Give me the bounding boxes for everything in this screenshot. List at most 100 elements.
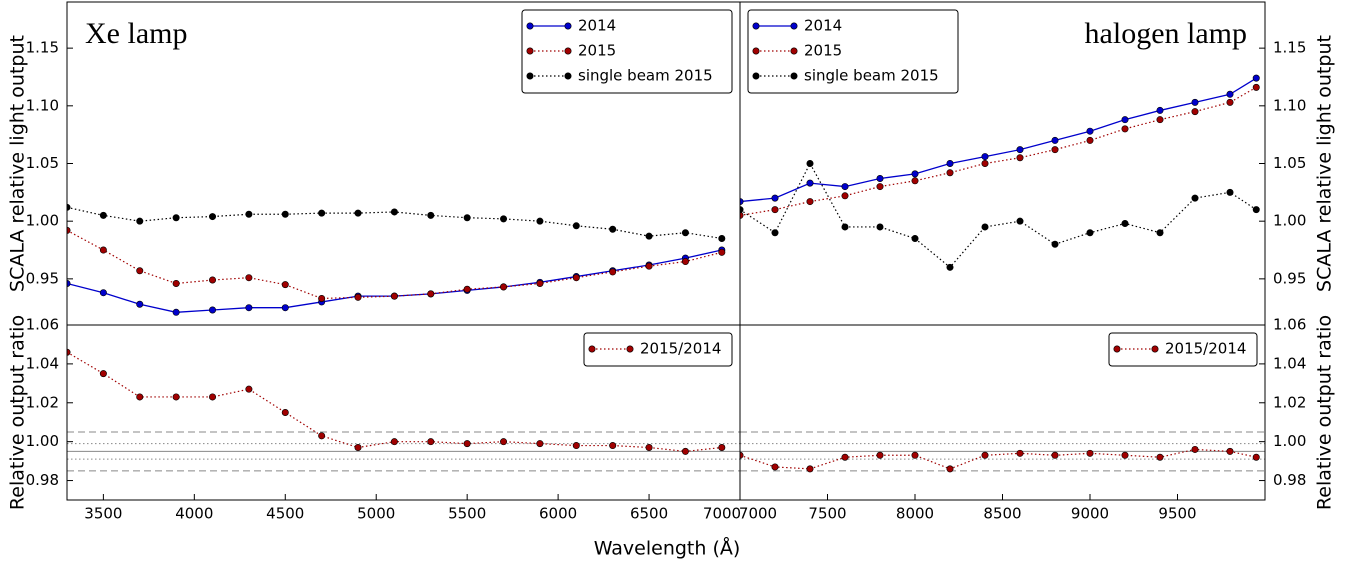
data-point bbox=[609, 268, 617, 276]
y-tick-label: 0.95 bbox=[26, 269, 59, 287]
series-line bbox=[67, 249, 722, 313]
legend-marker bbox=[752, 47, 760, 55]
data-point bbox=[1191, 108, 1199, 116]
legend-marker bbox=[526, 72, 534, 80]
data-point bbox=[771, 463, 779, 471]
data-point bbox=[172, 214, 180, 222]
data-point bbox=[841, 223, 849, 231]
data-point bbox=[911, 234, 919, 242]
y-tick-label: 1.02 bbox=[26, 393, 59, 411]
data-point bbox=[172, 393, 180, 401]
data-point bbox=[1252, 74, 1260, 82]
data-point bbox=[1016, 217, 1024, 225]
legend-marker bbox=[526, 22, 534, 30]
data-point bbox=[67, 203, 71, 211]
data-point bbox=[99, 246, 107, 254]
data-point bbox=[536, 440, 544, 448]
data-point bbox=[1191, 98, 1199, 106]
y-tick-label: 1.04 bbox=[1273, 354, 1306, 372]
data-point bbox=[946, 160, 954, 168]
data-point bbox=[67, 226, 71, 234]
data-point bbox=[876, 451, 884, 459]
data-point bbox=[876, 223, 884, 231]
x-tick-label: 5500 bbox=[448, 505, 486, 523]
data-point bbox=[1016, 146, 1024, 154]
data-point bbox=[572, 222, 580, 230]
data-point bbox=[771, 194, 779, 202]
data-point bbox=[427, 438, 435, 446]
legend-marker bbox=[588, 345, 596, 353]
data-point bbox=[981, 223, 989, 231]
data-point bbox=[536, 217, 544, 225]
legend-marker bbox=[752, 22, 760, 30]
plot-area bbox=[67, 203, 726, 316]
x-tick-label: 9000 bbox=[1071, 505, 1109, 523]
data-point bbox=[681, 229, 689, 237]
legend-marker bbox=[526, 47, 534, 55]
data-point bbox=[136, 393, 144, 401]
data-point bbox=[463, 285, 471, 293]
data-point bbox=[136, 267, 144, 275]
data-point bbox=[981, 153, 989, 161]
y-axis-label: SCALA relative light output bbox=[7, 35, 29, 292]
data-point bbox=[681, 258, 689, 266]
legend-marker bbox=[752, 72, 760, 80]
series-line bbox=[740, 162, 1257, 269]
data-point bbox=[609, 225, 617, 233]
x-tick-label: 4500 bbox=[266, 505, 304, 523]
data-point bbox=[1156, 453, 1164, 461]
legend-label: 2015 bbox=[578, 42, 616, 60]
data-point bbox=[99, 289, 107, 297]
data-point bbox=[354, 209, 362, 217]
data-point bbox=[245, 385, 253, 393]
y-tick-label: 1.05 bbox=[1273, 154, 1306, 172]
data-point bbox=[1121, 116, 1129, 124]
data-point bbox=[681, 447, 689, 455]
data-point bbox=[572, 442, 580, 450]
legend-marker bbox=[1113, 345, 1121, 353]
data-point bbox=[1252, 83, 1260, 91]
series-line bbox=[740, 77, 1257, 203]
legend-label: 2014 bbox=[578, 17, 616, 35]
y-tick-label: 0.95 bbox=[1273, 269, 1306, 287]
y-tick-label: 1.06 bbox=[26, 316, 59, 334]
y-axis-label: Relative output ratio bbox=[7, 315, 29, 510]
data-point bbox=[500, 438, 508, 446]
data-point bbox=[209, 393, 217, 401]
y-tick-label: 0.98 bbox=[1273, 471, 1306, 489]
x-tick-label: 7000 bbox=[739, 505, 777, 523]
data-point bbox=[1016, 154, 1024, 162]
data-point bbox=[645, 262, 653, 270]
legend-label: 2015 bbox=[804, 42, 842, 60]
x-tick-label: 6000 bbox=[539, 505, 577, 523]
legend-marker bbox=[790, 47, 798, 55]
data-point bbox=[536, 279, 544, 287]
x-axis-label: Wavelength (Å) bbox=[594, 537, 741, 560]
data-point bbox=[946, 169, 954, 177]
y-tick-label: 1.00 bbox=[1273, 212, 1306, 230]
data-point bbox=[172, 279, 180, 287]
y-tick-label: 1.15 bbox=[26, 39, 59, 57]
data-point bbox=[354, 443, 362, 451]
data-point bbox=[806, 465, 814, 473]
data-point bbox=[354, 293, 362, 301]
legend-box bbox=[583, 332, 733, 367]
data-point bbox=[1016, 449, 1024, 457]
data-point bbox=[806, 160, 814, 168]
y-tick-label: 0.98 bbox=[26, 471, 59, 489]
x-tick-label: 6500 bbox=[630, 505, 668, 523]
legend-label: 2015/2014 bbox=[1165, 340, 1246, 358]
data-point bbox=[427, 290, 435, 298]
data-point bbox=[1252, 206, 1260, 214]
data-point bbox=[1121, 451, 1129, 459]
data-point bbox=[1156, 116, 1164, 124]
data-point bbox=[1191, 445, 1199, 453]
legend-label: 2014 bbox=[804, 17, 842, 35]
data-point bbox=[1156, 229, 1164, 237]
legend-marker bbox=[790, 72, 798, 80]
legend-marker bbox=[564, 47, 572, 55]
data-point bbox=[609, 442, 617, 450]
x-tick-label: 8000 bbox=[896, 505, 934, 523]
legend-label: single beam 2015 bbox=[804, 67, 939, 85]
